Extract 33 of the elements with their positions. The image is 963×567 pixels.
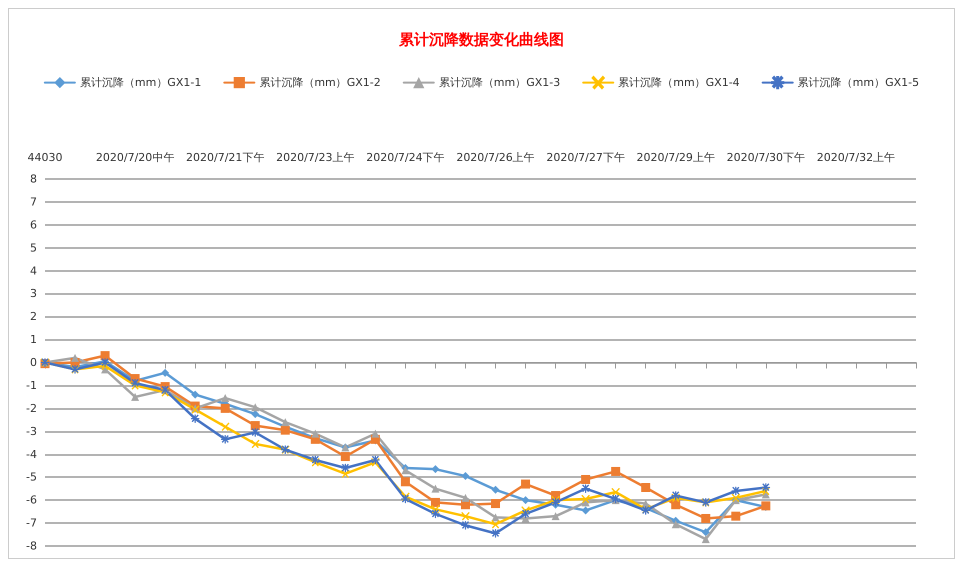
legend-label: 累计沉降（mm）GX1-3 <box>438 76 560 90</box>
y-tick-label: -5 <box>26 470 37 484</box>
y-tick-label: -6 <box>26 494 37 507</box>
y-tick-label: 8 <box>30 172 37 186</box>
x-tick-label: 2020/7/24下午 <box>366 151 445 164</box>
y-tick-label: 7 <box>30 195 37 208</box>
y-tick-label: 1 <box>30 333 37 346</box>
x-tick-label: 2020/7/30下午 <box>726 151 806 164</box>
y-tick-label: 0 <box>30 356 37 369</box>
legend-label: 累计沉降（mm）GX1-1 <box>80 76 202 90</box>
legend-label: 累计沉降（mm）GX1-4 <box>618 76 740 90</box>
x-tick-label: 44030 <box>28 151 62 164</box>
y-tick-label: -8 <box>26 540 37 552</box>
y-tick-label: 2 <box>30 310 37 324</box>
x-tick-label: 2020/7/20中午 <box>96 151 174 164</box>
x-tick-label: 2020/7/27下午 <box>546 151 625 164</box>
x-tick-label: 2020/7/26上午 <box>456 151 535 164</box>
y-tick-label: -2 <box>26 402 37 415</box>
x-tick-label: 2020/7/32上午 <box>816 151 896 164</box>
y-tick-label: 4 <box>30 264 37 278</box>
y-tick-label: 3 <box>30 287 37 300</box>
x-tick-label: 2020/7/21下午 <box>186 151 264 164</box>
legend-label: 累计沉降（mm）GX1-5 <box>798 76 920 90</box>
y-tick-label: 6 <box>30 218 37 232</box>
y-tick-label: -1 <box>26 378 37 392</box>
chart-title: 累计沉降数据变化曲线图 <box>398 30 564 48</box>
x-tick-label: 2020/7/29上午 <box>636 151 715 164</box>
y-tick-label: -4 <box>26 448 37 461</box>
y-tick-label: 5 <box>30 241 37 254</box>
legend-label: 累计沉降（mm）GX1-2 <box>259 76 381 90</box>
x-tick-label: 2020/7/23上午 <box>276 151 355 164</box>
y-tick-label: -3 <box>26 424 37 438</box>
y-tick-label: -7 <box>26 516 37 530</box>
